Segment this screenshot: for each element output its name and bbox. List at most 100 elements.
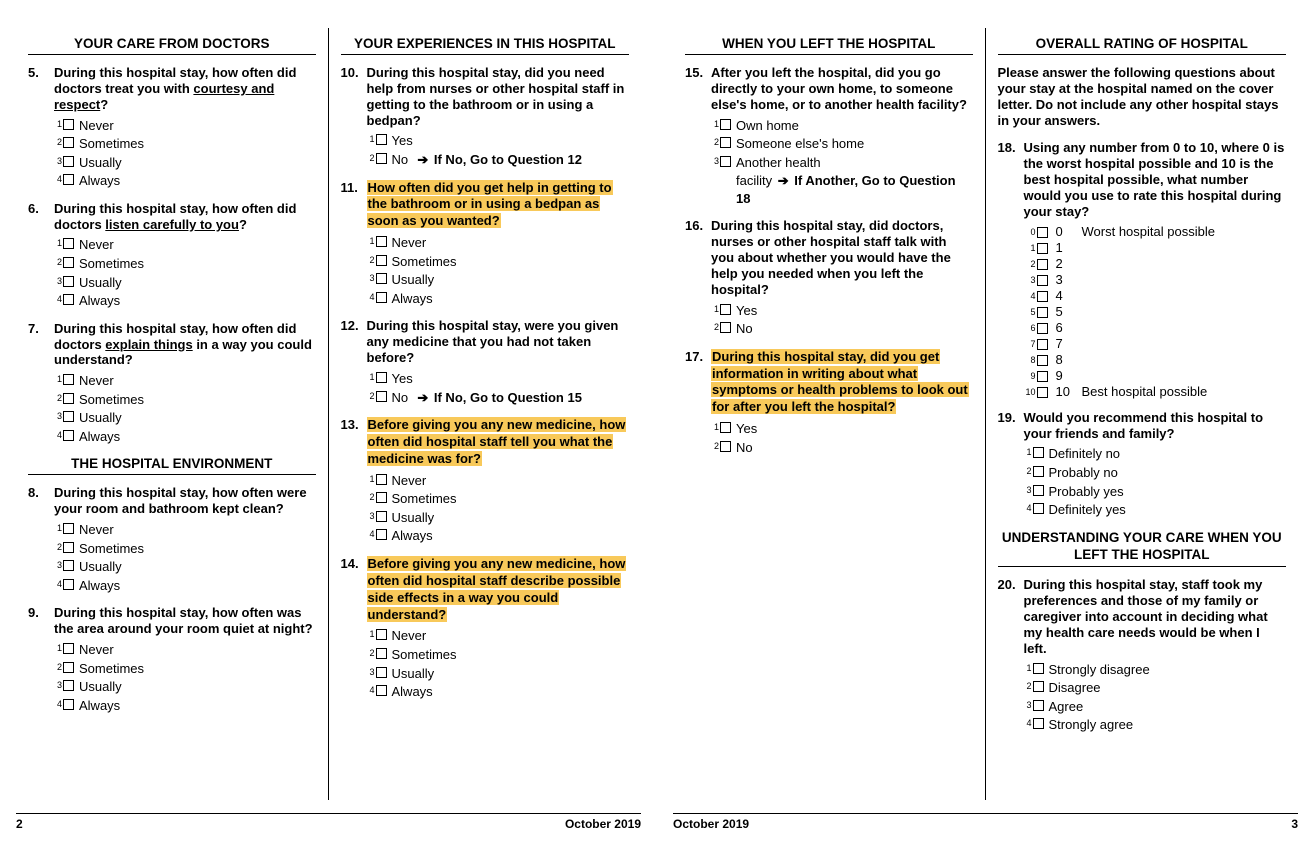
checkbox-icon[interactable] xyxy=(1037,355,1048,366)
checkbox-icon[interactable] xyxy=(720,422,731,433)
option[interactable]: 4Always xyxy=(54,172,316,190)
checkbox-icon[interactable] xyxy=(720,137,731,148)
option[interactable]: 1Never xyxy=(54,372,316,390)
option[interactable]: 1Yes xyxy=(711,302,973,320)
checkbox-icon[interactable] xyxy=(1033,700,1044,711)
option[interactable]: 3Usually xyxy=(54,558,316,576)
checkbox-icon[interactable] xyxy=(63,119,74,130)
checkbox-icon[interactable] xyxy=(376,273,387,284)
option[interactable]: 3Another health xyxy=(711,154,973,172)
rating-option-7[interactable]: 77 xyxy=(1024,336,1287,351)
checkbox-icon[interactable] xyxy=(63,699,74,710)
option[interactable]: 1Strongly disagree xyxy=(1024,661,1287,679)
option[interactable]: 2Sometimes xyxy=(54,135,316,153)
checkbox-icon[interactable] xyxy=(63,137,74,148)
checkbox-icon[interactable] xyxy=(376,255,387,266)
option[interactable]: 1Never xyxy=(54,521,316,539)
option[interactable]: 1Never xyxy=(54,117,316,135)
option[interactable]: 2No ➔ If No, Go to Question 12 xyxy=(367,151,630,169)
option[interactable]: 2Sometimes xyxy=(54,660,316,678)
option[interactable]: 1Never xyxy=(54,236,316,254)
checkbox-icon[interactable] xyxy=(1033,466,1044,477)
checkbox-icon[interactable] xyxy=(376,648,387,659)
checkbox-icon[interactable] xyxy=(1037,307,1048,318)
checkbox-icon[interactable] xyxy=(376,391,387,402)
checkbox-icon[interactable] xyxy=(63,156,74,167)
option[interactable]: 1Yes xyxy=(367,370,630,388)
checkbox-icon[interactable] xyxy=(376,134,387,145)
option[interactable]: 2Probably no xyxy=(1024,464,1287,482)
checkbox-icon[interactable] xyxy=(1033,485,1044,496)
rating-option-1[interactable]: 11 xyxy=(1024,240,1287,255)
checkbox-icon[interactable] xyxy=(1037,387,1048,398)
option[interactable]: 3Usually xyxy=(54,274,316,292)
checkbox-icon[interactable] xyxy=(63,523,74,534)
checkbox-icon[interactable] xyxy=(376,153,387,164)
rating-option-4[interactable]: 44 xyxy=(1024,288,1287,303)
checkbox-icon[interactable] xyxy=(720,304,731,315)
option[interactable]: 2Sometimes xyxy=(367,253,630,271)
option[interactable]: 4Definitely yes xyxy=(1024,501,1287,519)
option[interactable]: 3Usually xyxy=(367,665,630,683)
checkbox-icon[interactable] xyxy=(376,236,387,247)
option[interactable]: 4Always xyxy=(54,428,316,446)
checkbox-icon[interactable] xyxy=(63,542,74,553)
checkbox-icon[interactable] xyxy=(63,560,74,571)
option[interactable]: 2Sometimes xyxy=(367,490,630,508)
option[interactable]: 2Sometimes xyxy=(54,391,316,409)
checkbox-icon[interactable] xyxy=(1037,371,1048,382)
option[interactable]: 4Always xyxy=(54,292,316,310)
checkbox-icon[interactable] xyxy=(1033,447,1044,458)
option[interactable]: 2Someone else's home xyxy=(711,135,973,153)
checkbox-icon[interactable] xyxy=(63,238,74,249)
option[interactable]: 4Always xyxy=(367,527,630,545)
rating-option-8[interactable]: 88 xyxy=(1024,352,1287,367)
option[interactable]: 1Never xyxy=(367,234,630,252)
rating-option-6[interactable]: 66 xyxy=(1024,320,1287,335)
option[interactable]: 1Yes xyxy=(711,420,973,438)
checkbox-icon[interactable] xyxy=(376,492,387,503)
checkbox-icon[interactable] xyxy=(63,174,74,185)
option[interactable]: 2Sometimes xyxy=(54,255,316,273)
checkbox-icon[interactable] xyxy=(720,441,731,452)
checkbox-icon[interactable] xyxy=(376,474,387,485)
checkbox-icon[interactable] xyxy=(1037,323,1048,334)
option[interactable]: 3Agree xyxy=(1024,698,1287,716)
option[interactable]: 2No ➔ If No, Go to Question 15 xyxy=(367,389,630,407)
checkbox-icon[interactable] xyxy=(63,393,74,404)
option[interactable]: 1Never xyxy=(367,627,630,645)
checkbox-icon[interactable] xyxy=(376,685,387,696)
checkbox-icon[interactable] xyxy=(376,372,387,383)
rating-option-9[interactable]: 99 xyxy=(1024,368,1287,383)
checkbox-icon[interactable] xyxy=(1033,718,1044,729)
checkbox-icon[interactable] xyxy=(63,257,74,268)
checkbox-icon[interactable] xyxy=(63,276,74,287)
option[interactable]: 1Never xyxy=(367,472,630,490)
checkbox-icon[interactable] xyxy=(63,294,74,305)
option[interactable]: 4Always xyxy=(54,577,316,595)
option[interactable]: 1Own home xyxy=(711,117,973,135)
rating-option-0[interactable]: 00Worst hospital possible xyxy=(1024,224,1287,239)
checkbox-icon[interactable] xyxy=(720,119,731,130)
checkbox-icon[interactable] xyxy=(63,430,74,441)
option[interactable]: 1Definitely no xyxy=(1024,445,1287,463)
option[interactable]: 1Yes xyxy=(367,132,630,150)
checkbox-icon[interactable] xyxy=(1037,291,1048,302)
checkbox-icon[interactable] xyxy=(376,629,387,640)
option[interactable]: 2Sometimes xyxy=(367,646,630,664)
option[interactable]: 2No xyxy=(711,439,973,457)
rating-option-10[interactable]: 1010Best hospital possible xyxy=(1024,384,1287,399)
option[interactable]: 2Disagree xyxy=(1024,679,1287,697)
option[interactable]: 4Always xyxy=(367,290,630,308)
option[interactable]: 3Usually xyxy=(367,509,630,527)
checkbox-icon[interactable] xyxy=(720,156,731,167)
rating-option-3[interactable]: 33 xyxy=(1024,272,1287,287)
option[interactable]: 4Always xyxy=(367,683,630,701)
checkbox-icon[interactable] xyxy=(1033,663,1044,674)
option[interactable]: 4Always xyxy=(54,697,316,715)
option[interactable]: 2Sometimes xyxy=(54,540,316,558)
checkbox-icon[interactable] xyxy=(1037,275,1048,286)
rating-option-2[interactable]: 22 xyxy=(1024,256,1287,271)
checkbox-icon[interactable] xyxy=(1037,259,1048,270)
checkbox-icon[interactable] xyxy=(376,667,387,678)
